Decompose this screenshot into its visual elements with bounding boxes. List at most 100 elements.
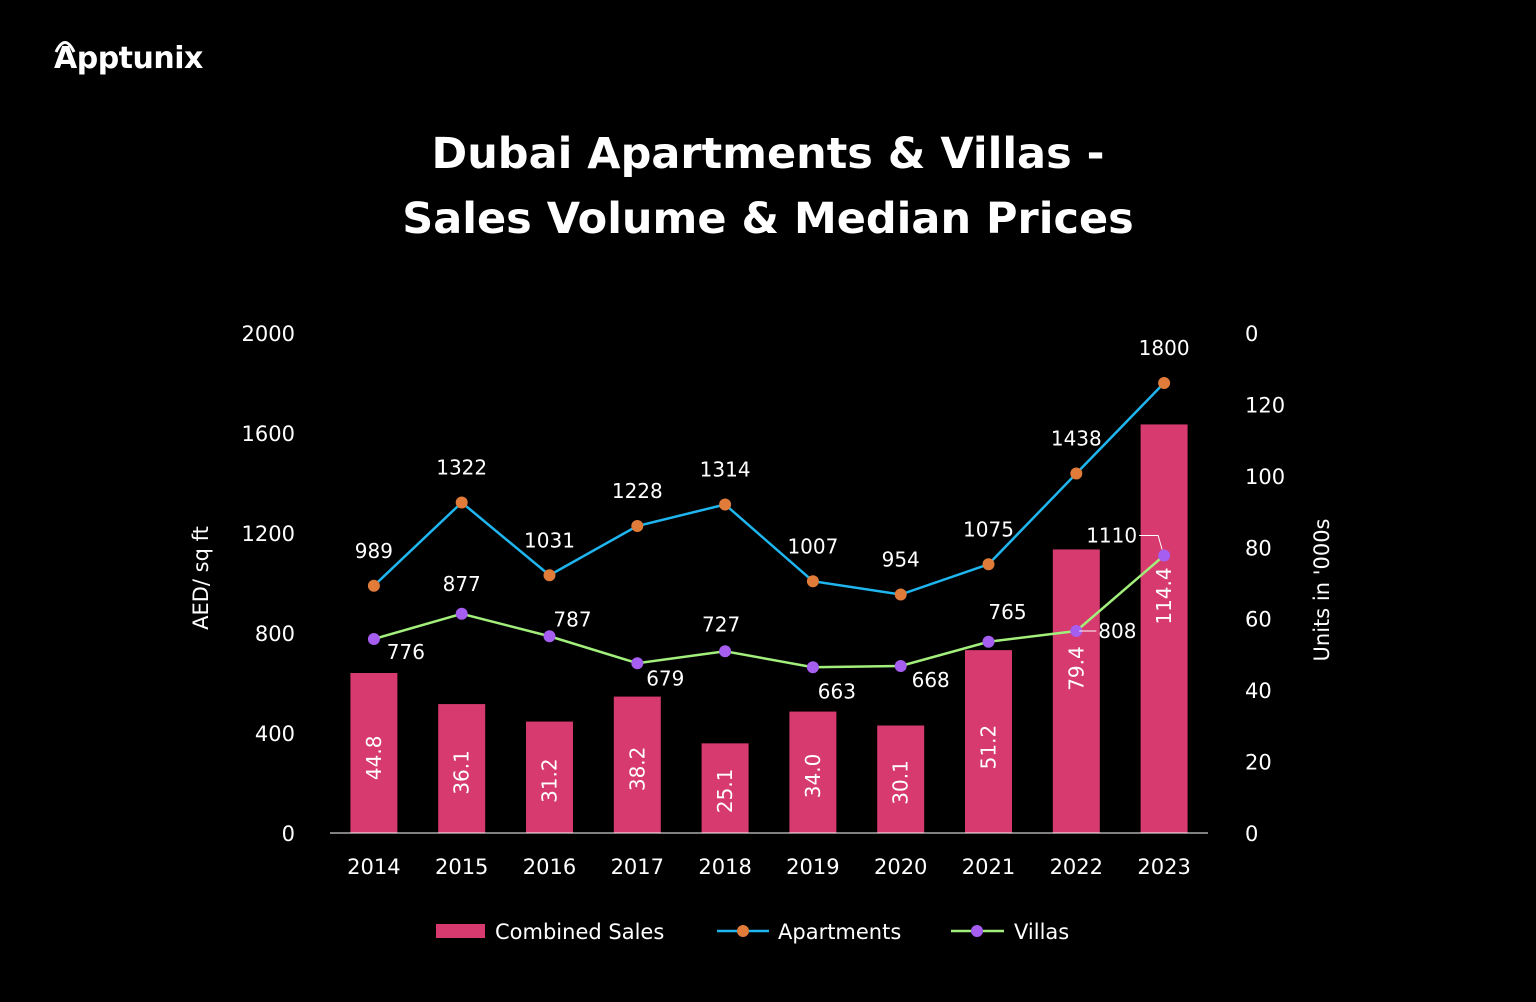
x-tick-label: 2023: [1137, 855, 1190, 879]
left-tick-label: 1200: [242, 522, 295, 546]
left-tick-label: 2000: [242, 322, 295, 346]
villas-marker: [455, 607, 468, 620]
apartments-marker: [543, 569, 556, 582]
legend-swatch-combined-sales: [436, 924, 485, 938]
apartments-value-label: 1800: [1139, 336, 1190, 360]
bar-combined-sales: [877, 725, 925, 833]
x-tick-label: 2022: [1050, 855, 1103, 879]
villas-marker: [1070, 625, 1083, 637]
villas-value-label: 668: [912, 668, 950, 692]
left-tick-label: 800: [255, 622, 295, 646]
villas-marker: [894, 660, 907, 672]
apartments-value-label: 1228: [612, 479, 663, 503]
apartments-value-label: 1438: [1051, 427, 1102, 451]
apartments-line: [373, 382, 1165, 596]
left-tick-label: 400: [255, 722, 295, 746]
y-axis-title-right: Units in '000s: [1310, 519, 1334, 662]
apartments-value-label: 954: [882, 548, 920, 572]
bar-value-label: 79.4: [1064, 646, 1088, 691]
villas-marker: [806, 661, 819, 674]
villas-line: [373, 554, 1165, 669]
lines-layer: [367, 377, 1171, 674]
bar-combined-sales: [701, 743, 749, 833]
bar-combined-sales: [350, 673, 398, 833]
left-tick-label: 0: [282, 822, 295, 846]
y-axis-title-left: AED/ sq ft: [189, 526, 213, 630]
x-tick-label: 2016: [523, 855, 576, 879]
x-tick-label: 2015: [435, 855, 488, 879]
apartments-value-label: 1075: [963, 517, 1014, 541]
apartments-value-label: 1031: [524, 528, 575, 552]
bar-combined-sales: [613, 696, 661, 833]
right-tick-label: 20: [1245, 751, 1272, 775]
villas-value-label: 663: [818, 679, 856, 703]
right-tick-label: 0: [1245, 822, 1258, 846]
bar-value-label: 30.1: [889, 760, 913, 805]
x-tick-label: 2018: [698, 855, 751, 879]
right-tick-label: 120: [1245, 393, 1285, 417]
legend-marker-apartments: [737, 925, 749, 937]
bars-layer: [350, 424, 1188, 833]
apartments-marker: [806, 575, 819, 588]
apartments-marker: [1158, 377, 1171, 389]
bar-value-label: 44.8: [362, 736, 386, 781]
left-tick-label: 1600: [242, 422, 295, 446]
bar-value-label: 31.2: [538, 758, 562, 803]
right-tick-label: 60: [1245, 608, 1272, 632]
apartments-value-label: 1007: [787, 534, 838, 558]
villas-value-label: 727: [702, 612, 740, 636]
apartments-marker: [982, 558, 995, 571]
bar-value-label: 51.2: [977, 725, 1001, 770]
apartments-marker: [1070, 467, 1083, 480]
bar-value-label: 38.2: [625, 747, 649, 792]
x-tick-label: 2014: [347, 855, 400, 879]
bar-value-label: 114.4: [1152, 567, 1176, 624]
chart-title: Dubai Apartments & Villas - Sales Volume…: [0, 122, 1536, 252]
villas-marker: [719, 645, 732, 658]
brand-name: Apptunix: [54, 41, 203, 76]
chart-title-line-1: Dubai Apartments & Villas -: [431, 129, 1105, 179]
legend-label-villas: Villas: [1014, 920, 1069, 944]
villas-marker: [1158, 549, 1171, 562]
villas-marker: [543, 630, 556, 643]
chart-title-line-2: Sales Volume & Median Prices: [402, 194, 1134, 244]
villas-marker: [367, 633, 380, 645]
right-tick-label: 80: [1245, 536, 1272, 560]
villas-value-label: 877: [443, 572, 481, 596]
x-tick-label: 2020: [874, 855, 927, 879]
x-tick-label: 2017: [611, 855, 664, 879]
data-labels-layer: 44.8 36.1 31.2 38.2 25.1 34.0 30.1 51.2 79.4 114.…: [355, 336, 1190, 813]
bar-value-label: 34.0: [801, 754, 825, 799]
apartments-marker: [367, 579, 380, 592]
bar-combined-sales: [1052, 549, 1100, 833]
villas-value-label: 679: [646, 666, 684, 690]
right-tick-label: 0: [1245, 322, 1258, 346]
apartments-value-label: 1314: [700, 458, 751, 482]
villas-marker: [631, 657, 644, 670]
apartments-marker: [894, 588, 907, 601]
bar-value-label: 36.1: [450, 750, 474, 795]
villas-value-label: 776: [387, 640, 425, 664]
legend-label-apartments: Apartments: [778, 920, 901, 944]
brand-logo: Apptunix: [54, 41, 203, 76]
legend-label-combined-sales: Combined Sales: [495, 920, 664, 944]
right-tick-label: 40: [1245, 679, 1272, 703]
apartments-value-label: 1322: [436, 456, 487, 480]
axes-layer: 2014 2015 2016 2017 2018 2019 2020 2021 2022 2023…: [189, 322, 1334, 879]
bar-combined-sales: [1140, 424, 1188, 833]
villas-marker: [982, 635, 995, 648]
apartments-marker: [719, 498, 732, 511]
bar-combined-sales: [789, 711, 837, 833]
logo-mark-icon: [54, 41, 76, 53]
apartments-marker: [631, 520, 644, 532]
villas-value-label: 765: [988, 600, 1026, 624]
villas-label-leader: [1139, 535, 1163, 550]
villas-value-label: 808: [1098, 619, 1136, 643]
legend-marker-villas: [971, 925, 983, 937]
bar-combined-sales: [526, 721, 573, 833]
right-tick-label: 100: [1245, 465, 1285, 489]
x-tick-label: 2021: [962, 855, 1015, 879]
bar-combined-sales: [965, 650, 1012, 833]
villas-value-label: 787: [553, 607, 591, 631]
